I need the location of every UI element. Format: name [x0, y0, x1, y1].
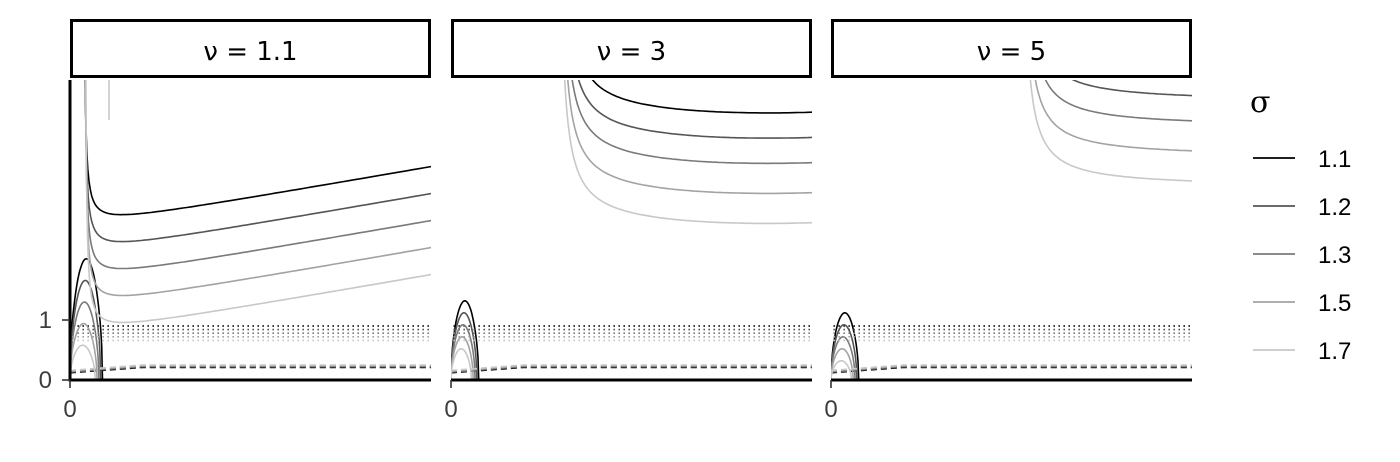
series-hump-sigma-1.5: [451, 335, 475, 381]
y-tick-label: 0: [39, 367, 52, 394]
panel-strip-label: ν = 1.1: [203, 37, 297, 67]
legend-title: σ: [1250, 85, 1270, 120]
panel-3: ν = 5 0: [824, 19, 1192, 423]
series-dashed-sigma-1.7: [831, 364, 1192, 372]
panel-1: ν = 1.1 0: [63, 19, 431, 423]
legend-label: 1.1: [1318, 146, 1351, 173]
legend-label: 1.3: [1318, 242, 1351, 269]
series-line-sigma-1.2: [84, 80, 431, 243]
x-tick-label: 0: [824, 396, 837, 423]
series-dashed-sigma-1.7: [451, 364, 812, 372]
legend-label: 1.5: [1318, 290, 1351, 317]
panel-strip: [831, 19, 1192, 78]
x-tick-label: 0: [63, 396, 76, 423]
series-hump-sigma-1.5: [831, 348, 855, 381]
series-line-sigma-1.5: [84, 80, 431, 297]
series-dashed-sigma-1.7: [70, 364, 431, 372]
series-line-sigma-1.3: [84, 80, 431, 270]
series-line-sigma-1.2: [1071, 80, 1192, 97]
series-line-sigma-1.7: [1029, 80, 1192, 182]
series-hump-sigma-1.2: [451, 311, 478, 381]
panel-strip: [451, 19, 812, 78]
panel-strip-label: ν = 3: [597, 37, 666, 67]
series-hump-sigma-1.1: [70, 257, 104, 381]
series-hump-sigma-1.2: [831, 323, 858, 381]
series-hump-sigma-1.7: [831, 360, 853, 381]
series-line-sigma-1.7: [85, 80, 431, 324]
series-hump-sigma-1.3: [70, 301, 100, 381]
series-line-sigma-1.3: [1044, 80, 1192, 122]
panel-lines: [831, 80, 1192, 381]
x-tick-label: 0: [444, 396, 457, 423]
series-line-sigma-1.3: [571, 80, 812, 165]
series-hump-sigma-1.7: [451, 348, 473, 381]
legend-entry-1.7: 1.7: [1253, 338, 1351, 365]
series-line-sigma-1.7: [563, 80, 812, 225]
series-line-sigma-1.1: [591, 80, 812, 114]
series-line-sigma-1.1: [84, 80, 431, 216]
legend-entry-1.5: 1.5: [1253, 290, 1351, 317]
series-hump-sigma-1.1: [451, 299, 480, 381]
y-axis: 01: [39, 307, 70, 394]
panel-lines: [451, 80, 812, 381]
panel-strip: [70, 19, 431, 78]
series-hump-sigma-1.7: [70, 344, 97, 381]
panel-strip-label: ν = 5: [977, 37, 1046, 67]
series-line-sigma-1.5: [1034, 80, 1192, 152]
legend-label: 1.2: [1318, 194, 1351, 221]
series-line-sigma-1.5: [566, 80, 812, 195]
series-line-sigma-1.2: [577, 80, 812, 139]
legend-label: 1.7: [1318, 338, 1351, 365]
series-hump-sigma-1.3: [831, 335, 856, 381]
panel-lines: [70, 80, 431, 381]
legend: σ 1.1 1.2 1.3 1.5 1.7: [1250, 85, 1351, 365]
legend-entry-1.3: 1.3: [1253, 242, 1351, 269]
y-tick-label: 1: [39, 307, 52, 334]
panel-2: ν = 3 0: [444, 19, 812, 423]
legend-entry-1.2: 1.2: [1253, 194, 1351, 221]
legend-entry-1.1: 1.1: [1253, 146, 1351, 173]
